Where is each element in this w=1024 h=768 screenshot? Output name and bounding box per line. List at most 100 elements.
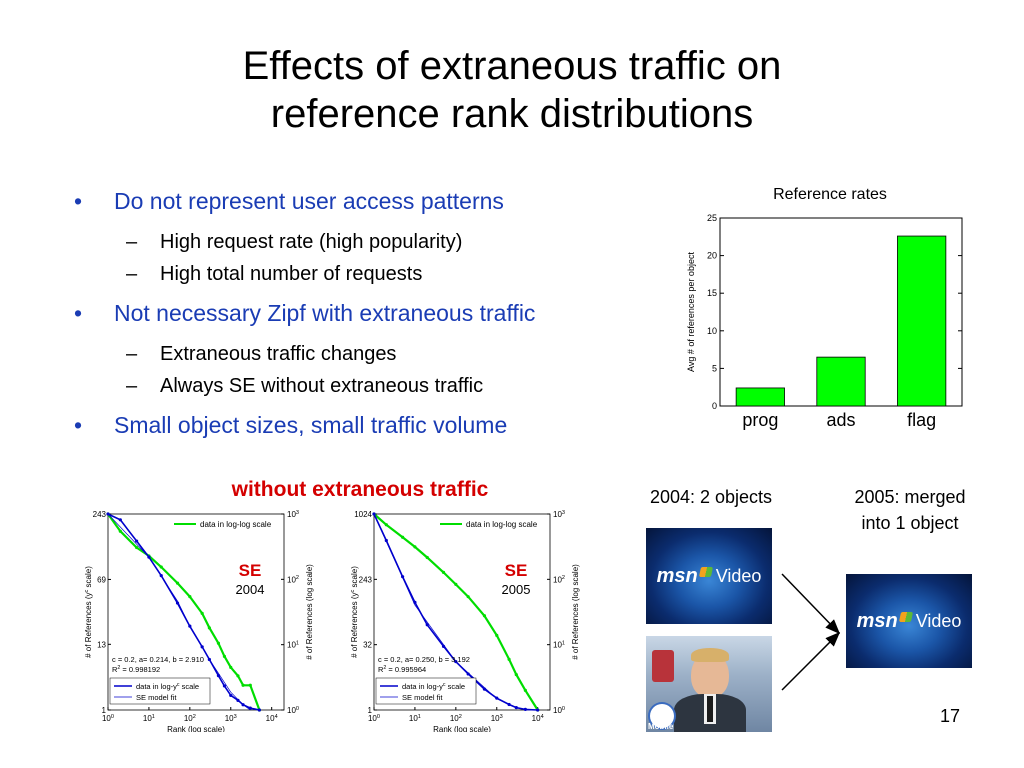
series-point-0 [241, 683, 245, 687]
series-point-0 [441, 570, 446, 574]
series-point-1 [536, 708, 540, 712]
y-tick-label: 10 [707, 326, 717, 336]
series-line-2 [107, 513, 251, 711]
series-point-0 [236, 674, 240, 678]
left-axis-label: # of References (yc scale) [350, 566, 359, 658]
se-label: SE [505, 561, 528, 580]
legend-label: data in log-yc scale [402, 682, 465, 691]
legend-box [375, 677, 477, 705]
legend-label: SE model fit [402, 693, 443, 702]
x-tick-label: flag [907, 410, 936, 430]
x-tick-label: 104 [532, 714, 544, 723]
se-label: SE [239, 561, 262, 580]
sub-bullet: – High request rate (high popularity) [70, 226, 650, 258]
series-point-0 [514, 672, 518, 677]
x-tick-label: 103 [491, 714, 503, 723]
bullet-dot: • [74, 188, 83, 214]
fit-r2: R2 = 0.998192 [112, 665, 160, 674]
nbc-peacock-icon [650, 704, 674, 728]
plot-frame [373, 513, 551, 711]
series-point-0 [118, 529, 122, 533]
series-point-0 [523, 688, 527, 692]
right-tick-label: 102 [553, 575, 565, 584]
msn-video-thumbnail-2004: msn Video [646, 528, 772, 624]
series-point-1 [257, 708, 261, 712]
x-tick-label: ads [826, 410, 855, 430]
x-axis-label: Rank (log scale) [167, 725, 225, 732]
page-number: 17 [939, 706, 960, 726]
left-tick-label: 243 [359, 575, 373, 584]
subtitle-without-extraneous: without extraneous traffic [231, 478, 489, 501]
series-point-1 [425, 623, 429, 627]
caption-2005-line-1: 2005: merged [854, 487, 966, 507]
x-tick-label: 101 [143, 714, 155, 723]
year-label: 2004 [236, 582, 265, 597]
bullet-group-2: • Not necessary Zipf with extraneous traf… [70, 296, 650, 402]
msn-video-thumbnail-2005: msn Video [846, 574, 972, 668]
series-point-0 [216, 641, 221, 645]
series-point-0 [175, 581, 180, 585]
x-tick-label: 100 [102, 714, 114, 723]
series-point-0 [222, 654, 227, 658]
fit-params: c = 0.2, a= 0.214, b = 2.910 [112, 655, 204, 664]
series-point-0 [425, 555, 429, 560]
series-point-1 [236, 698, 240, 702]
series-point-0 [384, 523, 388, 527]
slide-title: Effects of extraneous traffic on referen… [0, 42, 1024, 138]
y-tick-label: 0 [712, 401, 717, 411]
anchor-tie [707, 696, 713, 722]
series-point-1 [229, 693, 233, 698]
caption-2005: 2005: merged into 1 object [820, 484, 1000, 536]
video-text: Video [715, 565, 762, 586]
right-tick-label: 101 [287, 640, 299, 649]
msn-butterfly-icon [698, 567, 713, 577]
series-line-0 [107, 513, 261, 711]
title-line-2: reference rank distributions [270, 92, 754, 136]
series-point-0 [229, 665, 233, 669]
legend-box [109, 677, 211, 705]
sub-bullet-dash: – [126, 375, 138, 397]
series-point-1 [135, 539, 139, 543]
bar-flag [897, 235, 947, 407]
rank-plot-2005: 100 101 102 103 104 Rank (log scale) 1024 243 32… [350, 510, 580, 732]
series-point-0 [454, 582, 458, 586]
left-tick-label: 69 [97, 575, 106, 584]
bullet-text: Do not represent user access patterns [114, 188, 504, 214]
sub-bullet-dash: – [126, 231, 138, 253]
sub-bullet-dash: – [126, 263, 138, 285]
bullet-3: • Small object sizes, small traffic volum… [70, 408, 650, 442]
x-tick-label: 104 [266, 714, 278, 723]
sub-bullet-text: Extraneous traffic changes [160, 343, 397, 365]
legend-label: data in log-yc scale [136, 682, 199, 691]
right-axis-label: # of References (log scale) [571, 564, 580, 660]
fit-r2: R2 = 0.995964 [378, 665, 426, 674]
arrow-from-news-anchor [781, 631, 841, 691]
year-label: 2005 [502, 582, 531, 597]
y-tick-label: 20 [707, 251, 717, 261]
right-tick-label: 100 [553, 706, 565, 715]
series-line-0 [373, 513, 539, 711]
y-tick-label: 5 [712, 363, 717, 373]
x-tick-label: 103 [225, 714, 237, 723]
merge-arrows [781, 573, 841, 691]
sub-bullet-dash: – [126, 343, 138, 365]
left-tick-label: 1 [102, 706, 107, 715]
mobile-label: Mobile [648, 722, 674, 731]
bullet-1: • Do not represent user access patterns [70, 184, 650, 218]
series-point-0 [135, 545, 139, 550]
y-tick-label: 25 [707, 213, 717, 223]
bar-ads [816, 356, 866, 407]
bar-prog [735, 387, 785, 407]
bullet-text: Small object sizes, small traffic volume [114, 412, 508, 438]
msn-video-logo: msn Video [846, 574, 972, 668]
caption-2004: 2004: 2 objects [649, 487, 773, 507]
right-tick-label: 103 [553, 510, 565, 519]
left-tick-label: 243 [93, 510, 107, 519]
sub-bullet-text: High total number of requests [160, 263, 423, 285]
msn-butterfly-icon [898, 612, 913, 622]
right-tick-label: 103 [287, 510, 299, 519]
series-point-1 [248, 706, 252, 710]
fit-params: c = 0.2, a= 0.250, b = 3.192 [378, 655, 470, 664]
caption-2005-line-2: into 1 object [861, 513, 959, 533]
